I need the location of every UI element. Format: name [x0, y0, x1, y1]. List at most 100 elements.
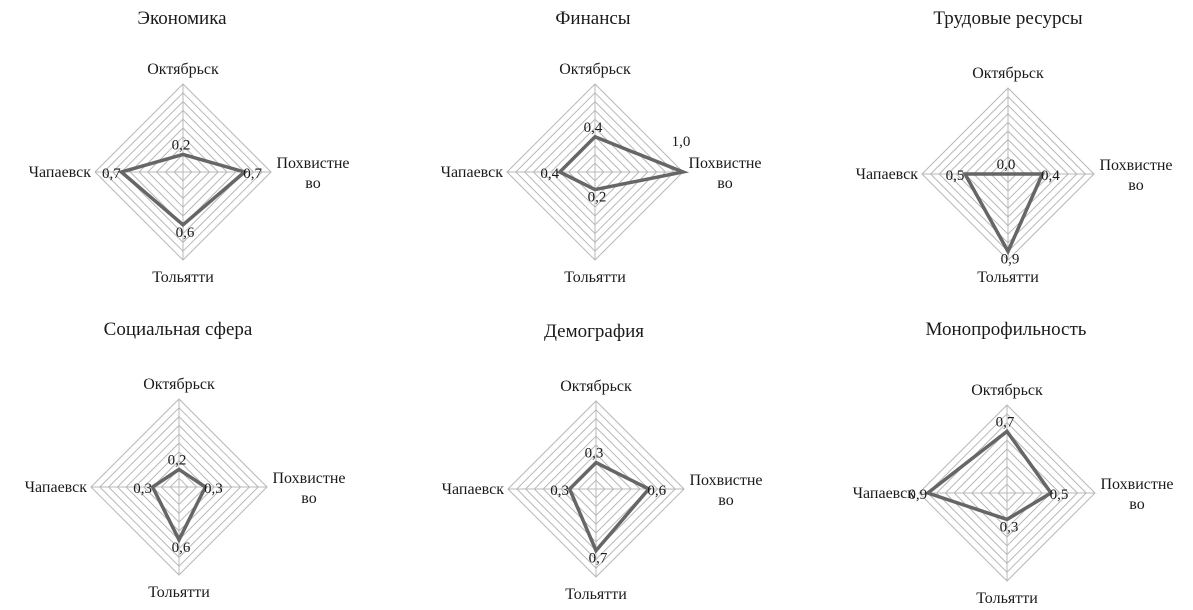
radar-chart-social: Социальная сфера 0,2 0,3 0,6 0,3 Октябрьск По…	[0, 305, 370, 605]
series-line	[150, 467, 208, 544]
data-label: 0,0	[997, 157, 1016, 173]
data-label: 0,6	[647, 483, 666, 499]
radar-plot: 0,3 0,6 0,7 0,3 Октябрьск Похвистне во Тольятти…	[442, 378, 763, 603]
axis-label-line: во	[305, 175, 320, 192]
data-label: 0,3	[133, 481, 152, 497]
data-label: 0,3	[1000, 519, 1019, 535]
axis-label-line: Тольятти	[977, 269, 1039, 286]
series-line	[117, 152, 249, 228]
axis-label: Похвистне во	[689, 472, 762, 509]
axis-label-line: Тольятти	[565, 586, 627, 603]
axis-label-line: Октябрьск	[147, 61, 219, 78]
data-label: 0,7	[243, 166, 262, 182]
chart-title: Монопрофильность	[925, 319, 1087, 340]
axis-label-line: Чапаевск	[29, 164, 92, 181]
axis-label-line: во	[718, 492, 733, 509]
axis-label: Октябрьск	[147, 61, 219, 78]
axis-label: Октябрьск	[971, 382, 1043, 399]
radar-chart-labor: Трудовые ресурсы 0,0 0,4 0,9 0,5 Октябрьск По…	[820, 0, 1193, 300]
axis-label-line: во	[1129, 496, 1144, 513]
radar-grid	[921, 87, 1095, 261]
axis-label-line: Октябрьск	[143, 376, 215, 393]
axis-label: Похвистне во	[272, 470, 345, 507]
axis-label-line: Октябрьск	[972, 65, 1044, 82]
axis-label-line: во	[717, 175, 732, 192]
axis-label-line: Октябрьск	[560, 378, 632, 395]
axis-label: Тольятти	[565, 586, 627, 603]
data-label: 0,7	[102, 166, 121, 182]
axis-label-line: Похвистне	[1100, 476, 1173, 493]
data-label: 0,3	[204, 481, 223, 497]
axis-label-line: Чапаевск	[856, 166, 919, 183]
radar-chart-monoprofile: Монопрофильность 0,7 0,5 0,3 0,9 Октябрьск По…	[820, 305, 1193, 607]
radar-plot: 0,2 0,7 0,6 0,7 Октябрьск Похвистне во Тольятти…	[29, 61, 350, 286]
data-label: 0,9	[908, 487, 927, 503]
axis-label: Похвистне во	[276, 155, 349, 192]
axis-label: Тольятти	[152, 269, 214, 286]
axis-label-line: Октябрьск	[559, 61, 631, 78]
radar-plot: 0,0 0,4 0,9 0,5 Октябрьск Похвистне во Тольятти…	[856, 65, 1173, 286]
axis-label: Чапаевск	[441, 164, 504, 181]
radar-grid	[506, 83, 684, 261]
axis-label-line: Тольятти	[152, 269, 214, 286]
data-label: 0,2	[588, 190, 607, 206]
data-label: 1,0	[672, 134, 691, 150]
axis-label: Чапаевск	[853, 485, 916, 502]
chart-title: Демография	[543, 321, 645, 342]
axis-label-line: Тольятти	[976, 590, 1038, 605]
axis-label: Чапаевск	[29, 164, 92, 181]
axis-label: Тольятти	[977, 269, 1039, 286]
axis-label: Чапаевск	[25, 479, 88, 496]
axis-label-line: во	[1128, 177, 1143, 194]
radar-plot: 0,2 0,3 0,6 0,3 Октябрьск Похвистне во Тольятти…	[25, 376, 346, 601]
axis-label: Октябрьск	[143, 376, 215, 393]
axis-label: Октябрьск	[559, 61, 631, 78]
data-label: 0,7	[996, 414, 1015, 430]
axis-label-line: Чапаевск	[25, 479, 88, 496]
axis-label: Тольятти	[976, 590, 1038, 605]
chart-title: Трудовые ресурсы	[933, 8, 1083, 29]
axis-label-line: Похвистне	[1099, 157, 1172, 174]
chart-title: Экономика	[137, 8, 227, 29]
axis-label-line: Чапаевск	[442, 481, 505, 498]
data-label: 0,5	[1050, 487, 1069, 503]
data-label: 0,2	[172, 137, 191, 153]
chart-title: Социальная сфера	[103, 319, 253, 340]
axis-label-line: Похвистне	[272, 470, 345, 487]
axis-label-line: Тольятти	[564, 269, 626, 286]
axis-label-line: Тольятти	[148, 584, 210, 601]
data-label: 0,7	[589, 551, 608, 567]
axis-label: Октябрьск	[560, 378, 632, 395]
data-label: 0,4	[540, 166, 559, 182]
series-line	[567, 460, 652, 554]
radar-plot: 0,7 0,5 0,3 0,9 Октябрьск Похвистне во Тольятти…	[853, 382, 1174, 607]
radar-grid	[507, 400, 685, 578]
axis-label-line: Чапаевск	[853, 485, 916, 502]
chart-title: Финансы	[555, 8, 631, 29]
axis-label: Похвистне во	[688, 155, 761, 192]
data-label: 0,6	[172, 540, 191, 556]
radar-chart-demography: Демография 0,3 0,6 0,7 0,3 Октябрьск Похвистн…	[410, 305, 780, 605]
radar-chart-economy: Экономика 0,2 0,7 0,6 0,7 Октябрьск Похвистне…	[0, 0, 370, 300]
axis-label-line: Похвистне	[689, 472, 762, 489]
data-label: 0,2	[168, 452, 187, 468]
axis-label-line: Похвистне	[276, 155, 349, 172]
radar-chart-finance: Финансы 0,4 1,0 0,2 0,4 Октябрьск Похвистне во…	[410, 0, 780, 300]
data-label: 0,3	[585, 446, 604, 462]
series-line	[924, 428, 1054, 522]
series-line	[556, 134, 690, 192]
data-label: 0,6	[176, 225, 195, 241]
axis-label-line: Чапаевск	[441, 164, 504, 181]
axis-label-line: Похвистне	[688, 155, 761, 172]
axis-label: Похвистне во	[1100, 476, 1173, 513]
data-label: 0,5	[946, 168, 965, 184]
axis-label-line: Октябрьск	[971, 382, 1043, 399]
axis-label: Похвистне во	[1099, 157, 1172, 194]
axis-label: Чапаевск	[856, 166, 919, 183]
axis-label: Октябрьск	[972, 65, 1044, 82]
series-line	[962, 172, 1046, 256]
axis-label: Чапаевск	[442, 481, 505, 498]
radar-plot: 0,4 1,0 0,2 0,4 Октябрьск Похвистне во Тольятти…	[441, 61, 762, 286]
axis-label-line: во	[301, 490, 316, 507]
axis-label: Тольятти	[564, 269, 626, 286]
